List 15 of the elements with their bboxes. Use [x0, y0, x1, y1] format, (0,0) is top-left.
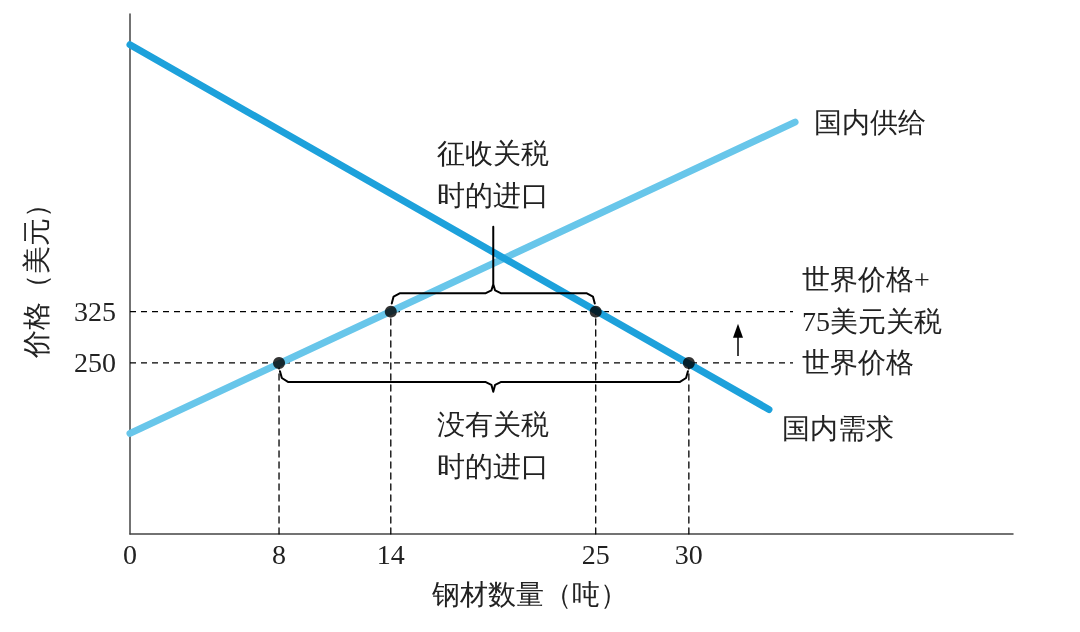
x-tick-label: 8 [272, 538, 287, 570]
x-axis-title: 钢材数量（吨） [430, 578, 628, 610]
y-tick-label: 250 [74, 347, 116, 379]
ref-line-label: 世界价格 [802, 347, 914, 379]
annotation: 征收关税时的进口 [437, 138, 550, 212]
x-tick-label: 0 [123, 538, 137, 570]
ref-line-label: 世界价格+75美元关税 [802, 264, 942, 338]
x-tick-label: 30 [674, 538, 703, 570]
series-label: 国内供给 [814, 106, 927, 138]
x-tick-label: 14 [376, 538, 405, 570]
x-tick-label: 25 [581, 538, 610, 570]
series-label: 国内需求 [781, 412, 894, 444]
y-axis-title: 价格（美元） [20, 190, 52, 359]
y-tick-label: 325 [74, 296, 116, 328]
annotation: 没有关税时的进口 [437, 409, 550, 483]
